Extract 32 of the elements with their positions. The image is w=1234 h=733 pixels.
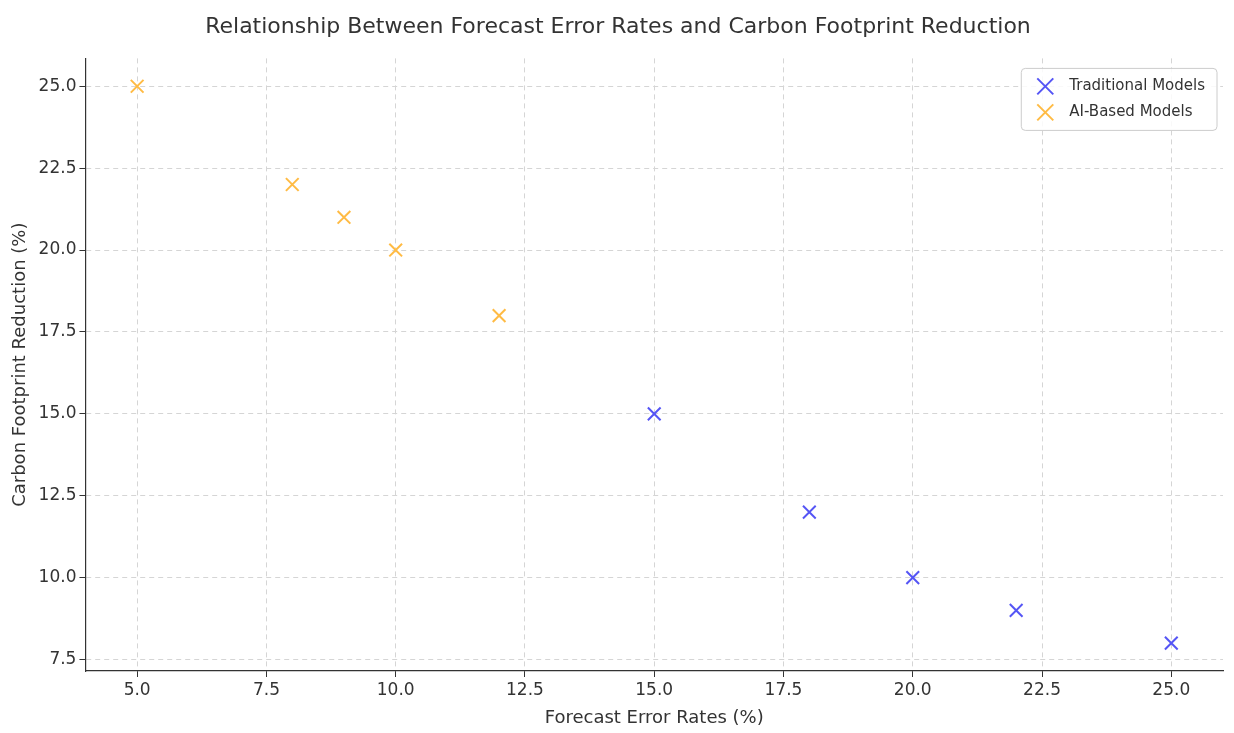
point <box>905 570 921 585</box>
y-tick-label: 7.5 <box>49 647 77 668</box>
x-tick-label: 22.5 <box>1023 678 1061 699</box>
chart-title: Relationship Between Forecast Error Rates and Carbon Footprint Reduction <box>205 12 1031 38</box>
y-tick-label: 15.0 <box>38 402 77 423</box>
point <box>491 308 507 323</box>
x-tick-label: 15.0 <box>635 678 674 699</box>
point <box>284 177 300 192</box>
x-tick-label: 20.0 <box>893 678 932 699</box>
point <box>336 209 352 225</box>
y-tick-label: 17.5 <box>38 320 77 341</box>
point <box>801 504 817 520</box>
x-tick-label: 25.0 <box>1152 678 1191 699</box>
x-tick-label: 10.0 <box>376 678 415 699</box>
x-tick-label: 7.5 <box>252 678 280 699</box>
point <box>129 78 145 94</box>
point <box>1008 603 1024 618</box>
x-tick-label: 12.5 <box>506 678 544 699</box>
y-tick-label: 22.5 <box>38 156 77 177</box>
x-tick-label: 17.5 <box>764 678 803 699</box>
x-tick-label: 5.0 <box>123 678 151 699</box>
y-axis-title: Carbon Footprint Reduction (%) <box>8 222 30 507</box>
y-tick-label: 10.0 <box>38 566 77 587</box>
y-tick-label: 12.5 <box>38 484 77 505</box>
point <box>388 242 404 258</box>
point <box>1163 635 1179 651</box>
x-axis-title: Forecast Error Rates (%) <box>544 705 764 727</box>
point <box>646 406 662 422</box>
legend-label: AI-Based Models <box>1069 102 1193 121</box>
legend-label: Traditional Models <box>1068 76 1206 95</box>
y-tick-label: 20.0 <box>38 238 77 259</box>
y-tick-label: 25.0 <box>38 74 77 95</box>
